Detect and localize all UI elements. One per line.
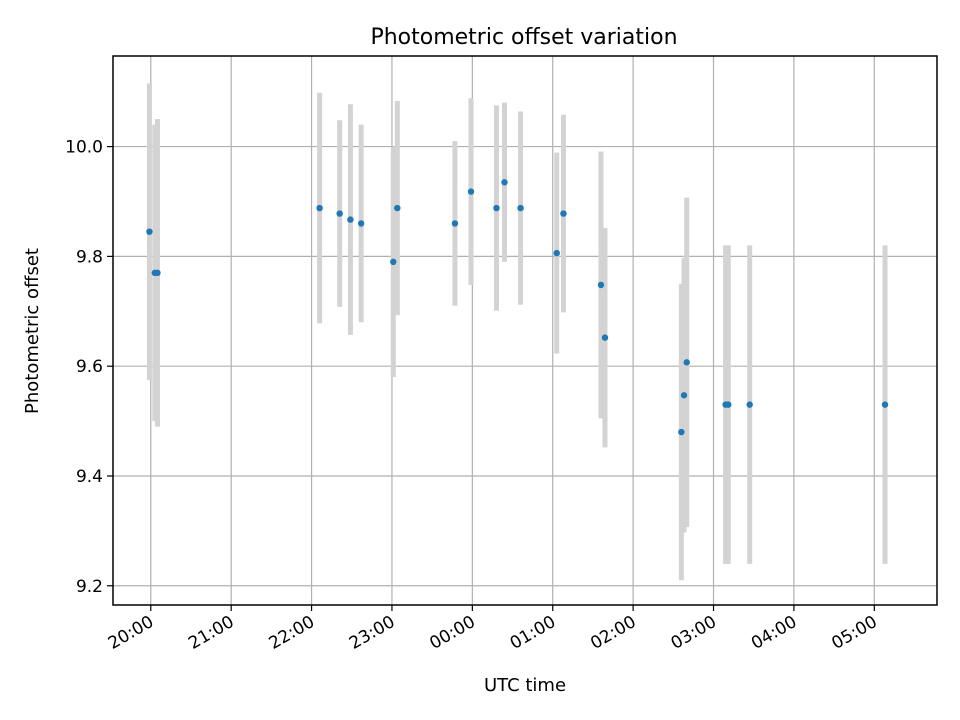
x-tick-label: 05:00 (828, 612, 880, 654)
data-point (881, 401, 889, 408)
x-tick-label: 00:00 (426, 612, 478, 654)
y-tick-label: 9.8 (76, 247, 103, 267)
data-points (146, 179, 889, 436)
data-point (347, 216, 354, 223)
x-tick-label: 23:00 (346, 612, 398, 654)
data-point (467, 188, 475, 195)
data-point (680, 392, 688, 399)
error-bars (146, 83, 888, 581)
data-point (390, 258, 397, 266)
data-point (553, 249, 560, 257)
y-tick-label: 9.4 (76, 467, 103, 487)
y-tick-label: 10.0 (65, 138, 103, 158)
data-point (146, 228, 153, 235)
plot-frame (112, 55, 938, 606)
data-point (394, 204, 401, 212)
y-tick-label: 9.6 (76, 357, 103, 377)
x-tick-label: 02:00 (587, 612, 639, 654)
x-tick-label: 01:00 (507, 612, 559, 654)
data-point (678, 428, 685, 436)
x-tick-label: 03:00 (668, 612, 720, 654)
x-ticks: 20:00 21:00 22:00 23:00 00:00 01:00 02:00 03:00… (105, 605, 881, 654)
grid-lines (113, 56, 937, 605)
data-point (560, 210, 567, 217)
data-point (746, 401, 753, 408)
data-point (357, 220, 365, 227)
x-tick-label: 04:00 (748, 612, 800, 654)
data-point (316, 204, 323, 212)
y-axis-label: Photometric offset (22, 248, 43, 414)
data-point (725, 401, 732, 408)
data-point (517, 204, 524, 212)
data-point (336, 210, 343, 217)
x-tick-label: 22:00 (266, 612, 318, 654)
data-point (597, 281, 605, 289)
chart-title: Photometric offset variation (370, 25, 677, 50)
data-point (683, 359, 690, 366)
y-tick-label: 9.2 (76, 577, 103, 597)
data-point (154, 269, 161, 277)
x-tick-label: 21:00 (185, 612, 237, 654)
data-point (493, 204, 500, 212)
x-tick-label: 20:00 (105, 612, 157, 654)
y-ticks: 9.2 9.4 9.6 9.8 10.0 (65, 138, 113, 597)
data-point (601, 334, 609, 341)
data-point (451, 220, 459, 227)
x-axis-label: UTC time (484, 675, 566, 696)
data-point (501, 179, 508, 186)
